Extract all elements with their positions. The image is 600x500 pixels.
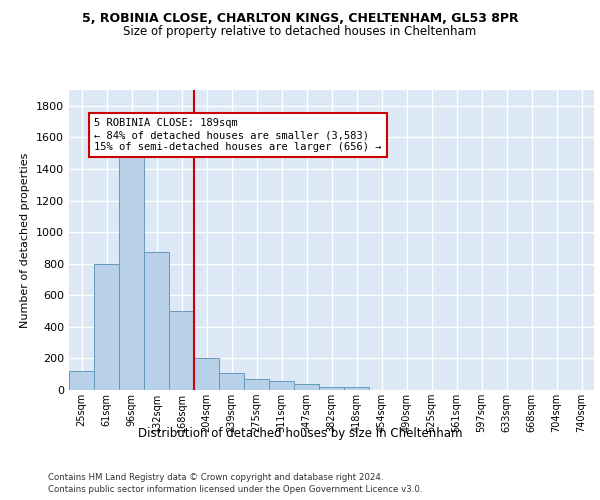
Bar xyxy=(294,384,319,390)
Bar xyxy=(119,156,144,390)
Bar xyxy=(244,379,269,390)
Bar xyxy=(269,382,294,390)
Bar xyxy=(344,387,369,390)
Text: Contains public sector information licensed under the Open Government Licence v3: Contains public sector information licen… xyxy=(48,485,422,494)
Bar xyxy=(144,252,169,390)
Text: 5, ROBINIA CLOSE, CHARLTON KINGS, CHELTENHAM, GL53 8PR: 5, ROBINIA CLOSE, CHARLTON KINGS, CHELTE… xyxy=(82,12,518,26)
Bar xyxy=(69,371,94,390)
Text: 5 ROBINIA CLOSE: 189sqm
← 84% of detached houses are smaller (3,583)
15% of semi: 5 ROBINIA CLOSE: 189sqm ← 84% of detache… xyxy=(94,118,382,152)
Text: Contains HM Land Registry data © Crown copyright and database right 2024.: Contains HM Land Registry data © Crown c… xyxy=(48,472,383,482)
Y-axis label: Number of detached properties: Number of detached properties xyxy=(20,152,31,328)
Bar xyxy=(219,372,244,390)
Bar xyxy=(169,311,194,390)
Bar xyxy=(194,358,219,390)
Bar xyxy=(319,387,344,390)
Text: Size of property relative to detached houses in Cheltenham: Size of property relative to detached ho… xyxy=(124,25,476,38)
Text: Distribution of detached houses by size in Cheltenham: Distribution of detached houses by size … xyxy=(138,428,462,440)
Bar xyxy=(94,264,119,390)
